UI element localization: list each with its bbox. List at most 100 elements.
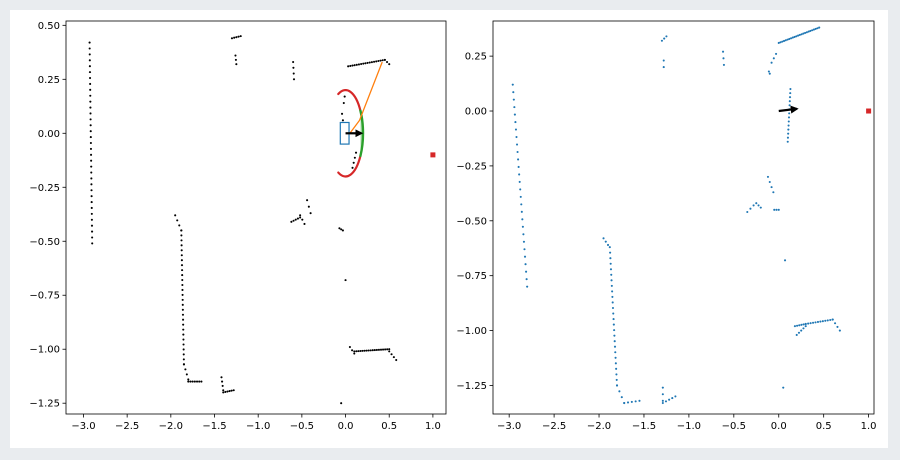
scan-point [193, 380, 196, 383]
scan-point [294, 218, 297, 221]
scan-point [180, 229, 183, 232]
scan-point [341, 229, 344, 232]
scan-point [89, 82, 92, 85]
scan-point [770, 186, 773, 189]
scan-point [88, 47, 91, 50]
scan-point [609, 262, 612, 265]
scan-point [614, 351, 617, 354]
scan-point [515, 143, 519, 146]
scan-point [521, 225, 524, 228]
scan-point [182, 318, 185, 321]
scan-point [834, 322, 837, 325]
scan-point [768, 180, 771, 184]
x-tick-label: −1.5 [632, 421, 656, 432]
scan-point [812, 321, 815, 324]
scan-point [749, 207, 752, 210]
scan-point [235, 36, 238, 39]
y-tick-label: −0.50 [456, 216, 487, 227]
scan-point [512, 91, 515, 94]
scan-point [180, 254, 183, 257]
x-tick-label: −2.5 [115, 421, 139, 432]
scan-point [222, 389, 225, 392]
scan-point [89, 130, 92, 133]
planned-path [349, 61, 383, 134]
scan-point [347, 65, 350, 68]
scan-point [353, 352, 356, 355]
scan-point [195, 380, 199, 383]
scan-point [518, 180, 521, 183]
scan-point [180, 264, 184, 267]
scan-point [755, 202, 758, 205]
scan-point [351, 64, 354, 67]
scan-point [788, 96, 792, 99]
x-tick-label: −0.5 [290, 421, 314, 432]
scan-point [381, 59, 384, 62]
scan-point [89, 136, 92, 139]
scan-point [800, 33, 803, 36]
scan-point [770, 61, 773, 64]
goal-marker [430, 152, 436, 158]
y-tick-label: −1.25 [29, 399, 60, 410]
scan-point [189, 380, 192, 383]
scan-point [181, 313, 185, 316]
scan-point [804, 31, 807, 34]
scan-point [90, 189, 93, 192]
plot-area [511, 26, 872, 405]
scan-point [235, 63, 238, 66]
scan-point [351, 166, 354, 169]
scan-point [766, 175, 770, 178]
scan-point [663, 37, 666, 40]
scan-point [178, 224, 181, 227]
scan-point [388, 348, 391, 351]
y-tick-label: −0.50 [29, 237, 60, 248]
scan-point [615, 367, 618, 370]
scan-point [610, 279, 613, 282]
scan-point [340, 112, 344, 115]
scan-point [386, 348, 389, 351]
y-tick-label: −0.75 [29, 291, 60, 302]
scan-point [613, 340, 616, 343]
axes-frame [65, 20, 447, 415]
scan-point [90, 165, 93, 168]
scan-point [807, 30, 810, 33]
scan-point [816, 27, 819, 30]
scan-point [767, 70, 770, 73]
scan-point [182, 343, 185, 346]
scan-point [90, 195, 93, 198]
scan-point [89, 100, 92, 103]
scan-point [722, 63, 725, 66]
scan-point [234, 58, 237, 61]
scan-point [220, 376, 223, 379]
scan-point [88, 53, 91, 56]
scan-point [89, 106, 92, 109]
scan-point [777, 208, 780, 211]
scan-point [348, 346, 351, 349]
x-tick-label: 1.0 [861, 421, 877, 432]
scan-point [805, 31, 808, 34]
scan-point [88, 71, 92, 74]
scan-point [520, 203, 523, 206]
scan-point [89, 118, 92, 121]
x-tick-label: −0.5 [722, 421, 746, 432]
scan-point [612, 318, 615, 321]
panel-2: −3.0 −2.5 −2.0 −1.5 −1.0 −0.5 0.0 0.5 1.0 0.25 0.0… [456, 20, 877, 432]
scan-point [90, 212, 93, 215]
scan-point [779, 41, 782, 44]
scan-point [790, 37, 793, 40]
y-tick-label: 0.00 [38, 129, 60, 140]
scan-point [775, 208, 778, 211]
scan-point [512, 98, 515, 101]
scan-point [523, 255, 527, 258]
scan-point [368, 61, 371, 64]
scan-point [662, 59, 665, 62]
scan-point [292, 66, 295, 69]
arc-red-upper [337, 89, 362, 112]
scan-point [90, 206, 93, 210]
scan-point [89, 147, 93, 150]
scan-point [788, 37, 791, 40]
scan-point [361, 349, 364, 352]
heading-arrow [778, 105, 799, 114]
scan-point [668, 398, 671, 401]
scan-point [90, 218, 93, 221]
scan-point [181, 274, 184, 277]
